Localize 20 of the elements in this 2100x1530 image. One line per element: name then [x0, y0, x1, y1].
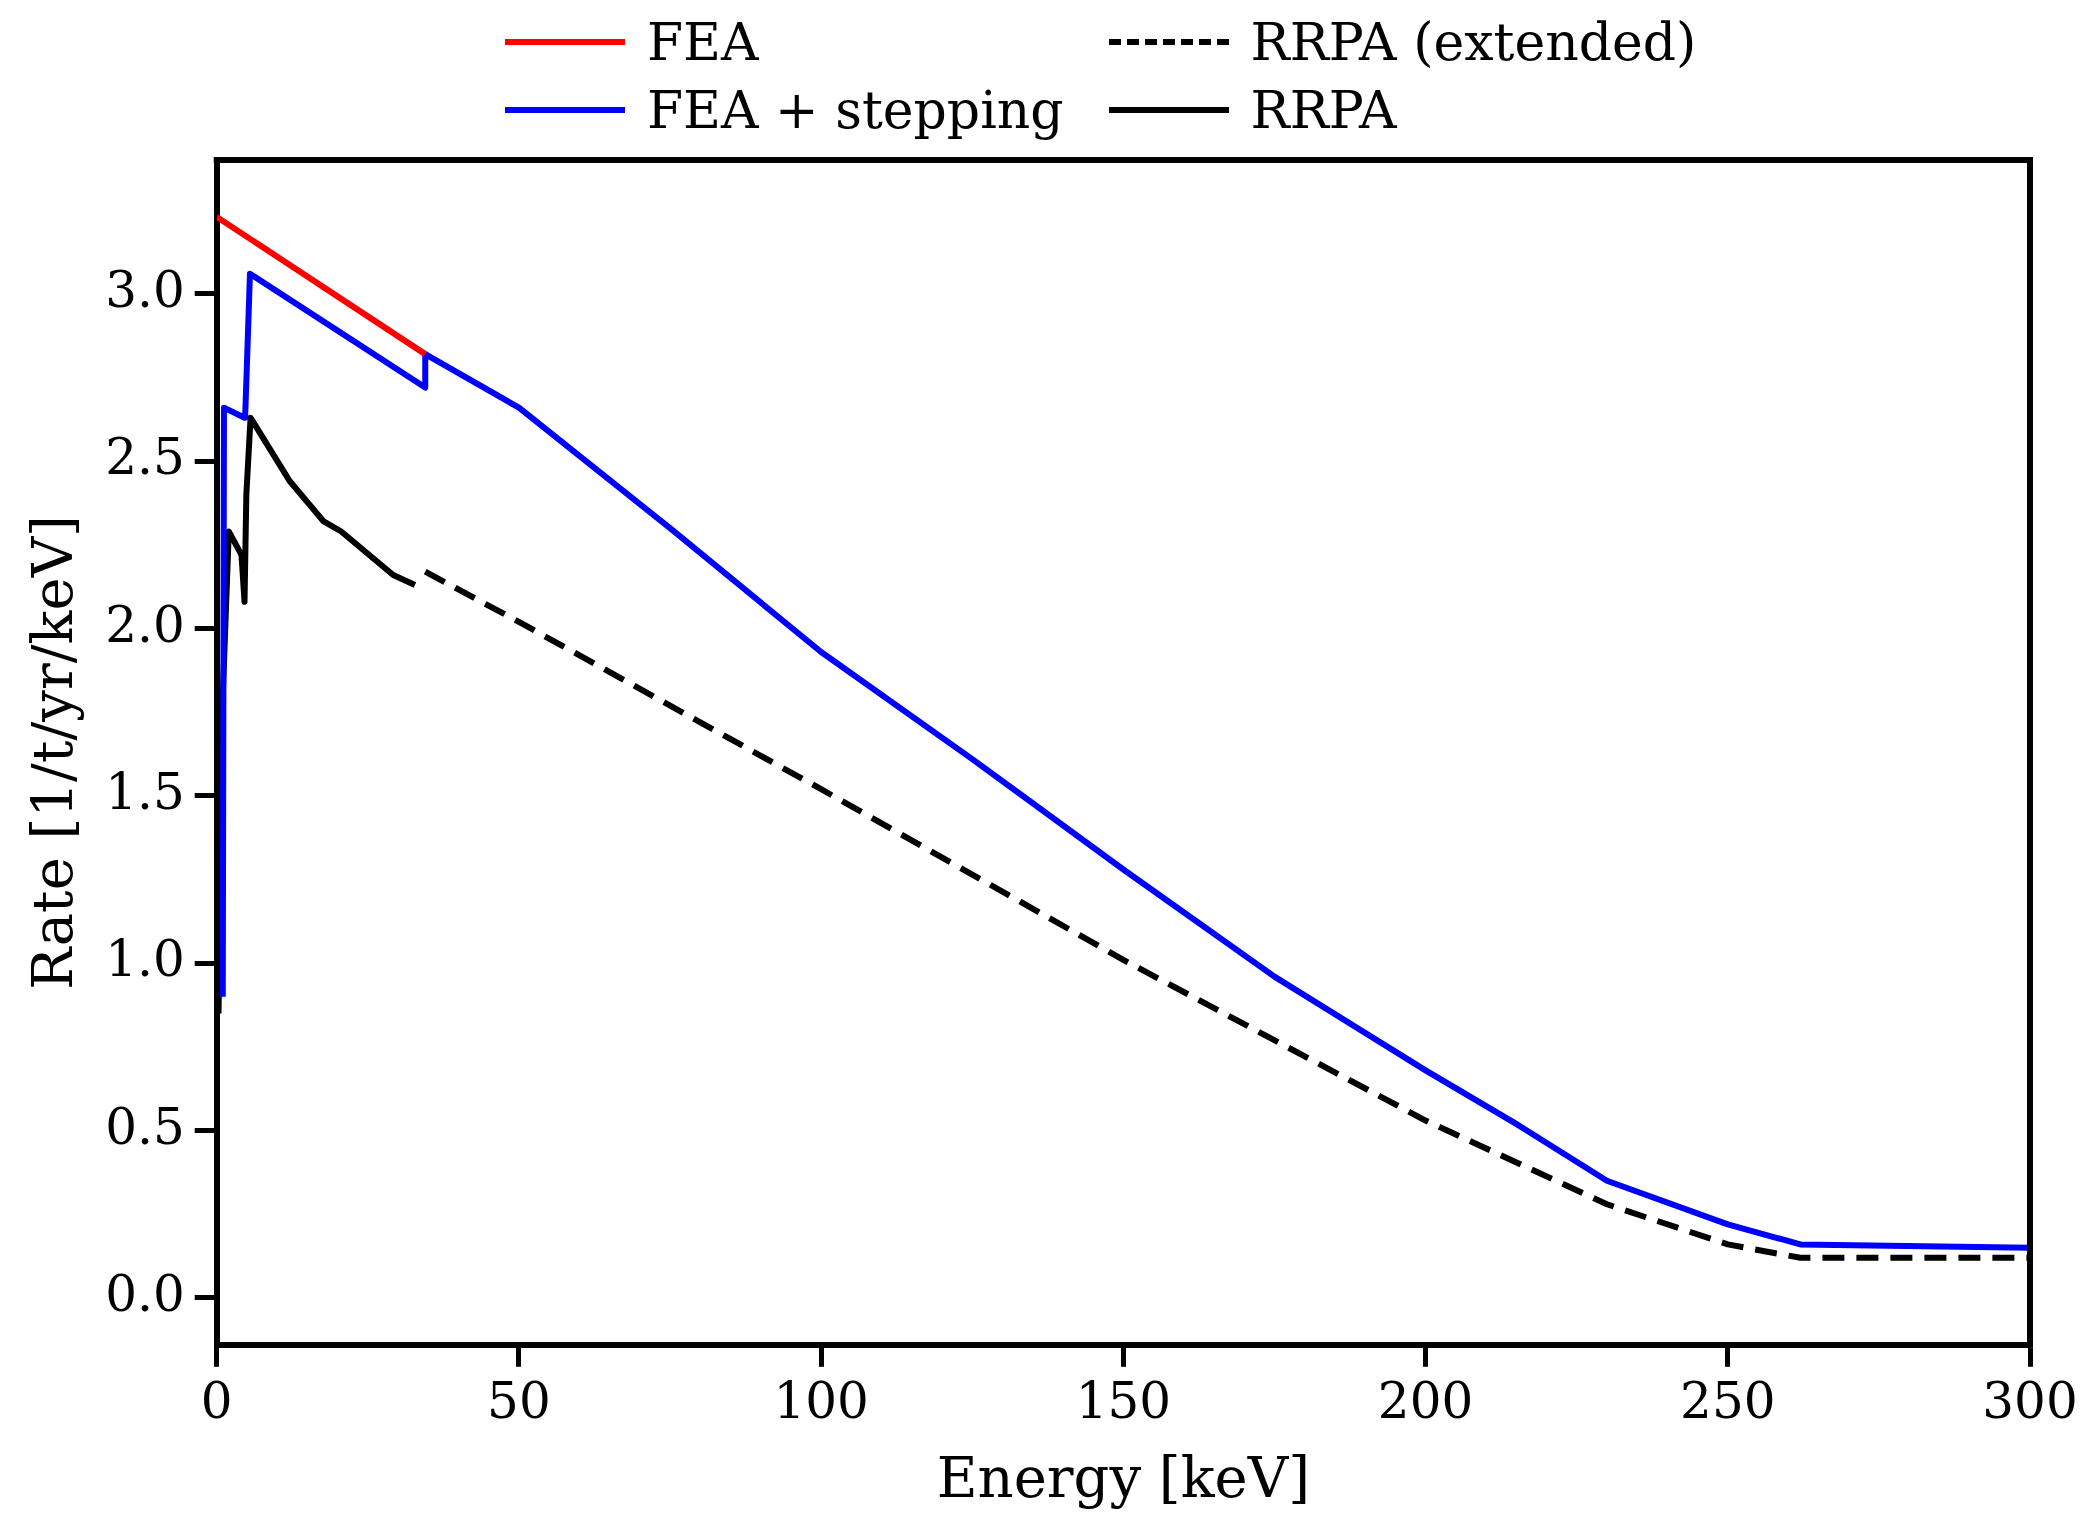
- legend-label: RRPA (extended): [1250, 12, 1697, 72]
- x-tick-label: 0: [200, 1371, 233, 1430]
- y-axis-title: Rate [1/t/yr/keV]: [20, 515, 86, 990]
- y-tick-label: 1.5: [105, 762, 185, 821]
- x-tick-label: 200: [1377, 1371, 1474, 1430]
- x-tick-label: 100: [773, 1371, 869, 1430]
- y-tick-label: 0.5: [105, 1097, 185, 1156]
- x-tick-label: 150: [1075, 1371, 1172, 1430]
- x-tick-label: 50: [487, 1371, 551, 1430]
- y-tick-label: 2.0: [105, 595, 185, 654]
- y-tick-label: 2.5: [105, 428, 185, 487]
- y-tick-label: 0.0: [105, 1264, 185, 1323]
- x-axis-title: Energy [keV]: [936, 1444, 1311, 1510]
- y-tick-label: 1.0: [105, 930, 185, 989]
- legend-label: RRPA: [1250, 80, 1397, 140]
- x-tick-label: 300: [1982, 1371, 2078, 1430]
- legend-label: FEA + stepping: [647, 80, 1064, 140]
- legend-label: FEA: [647, 12, 759, 72]
- x-tick-label: 250: [1680, 1371, 1776, 1430]
- y-tick-label: 3.0: [105, 260, 185, 319]
